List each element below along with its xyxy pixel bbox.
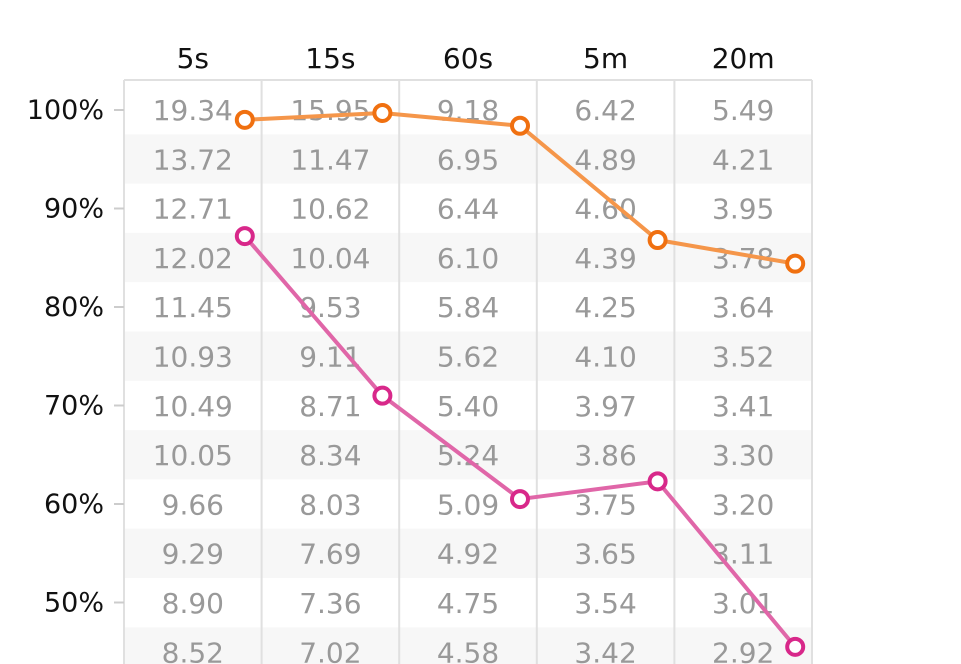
table-cell: 3.20	[712, 488, 774, 521]
y-axis-labels: 100% 90% 80% 70% 60% 50%	[27, 95, 104, 619]
table-cell: 2.92	[712, 636, 774, 664]
table-cell: 4.89	[574, 143, 636, 176]
y-tick-label: 60%	[44, 489, 104, 520]
y-tick-label: 70%	[44, 391, 104, 422]
table-cell: 10.05	[153, 439, 233, 472]
table-cell: 10.93	[153, 341, 233, 374]
series-point	[785, 636, 806, 657]
table-cell: 11.45	[153, 291, 233, 324]
row-stripe	[124, 331, 812, 381]
table-cell: 4.21	[712, 143, 774, 176]
table-cell: 10.62	[290, 193, 370, 226]
table-cell: 5.09	[437, 488, 499, 521]
table-cell: 5.84	[437, 291, 499, 324]
series-layer	[234, 102, 806, 657]
table-cell: 4.92	[437, 538, 499, 571]
table-cell: 3.97	[574, 390, 636, 423]
row-stripe	[124, 528, 812, 578]
table-cell: 3.01	[712, 587, 774, 620]
grid-lines	[114, 79, 813, 664]
series-point	[234, 109, 255, 130]
table-cell: 8.03	[299, 488, 361, 521]
column-header: 5m	[583, 42, 628, 75]
column-header: 60s	[443, 42, 493, 75]
table-cell: 9.53	[299, 291, 361, 324]
table-cell: 13.72	[153, 143, 233, 176]
table-cell: 9.66	[162, 488, 224, 521]
series-point	[234, 226, 255, 247]
series-point	[372, 102, 393, 123]
table-cell: 3.75	[574, 488, 636, 521]
table-cell: 9.11	[299, 341, 361, 374]
table-cell: 7.69	[299, 538, 361, 571]
table-cell: 12.71	[153, 193, 233, 226]
row-stripe	[124, 627, 812, 664]
table-cell: 7.02	[299, 636, 361, 664]
table-cell: 5.40	[437, 390, 499, 423]
table-cell: 6.44	[437, 193, 499, 226]
column-headers: 5s 15s 60s 5m 20m	[177, 42, 775, 75]
table-cell: 11.47	[290, 143, 370, 176]
table-cell: 6.10	[437, 242, 499, 275]
series-point	[785, 253, 806, 274]
table-cell: 8.90	[162, 587, 224, 620]
column-header: 20m	[712, 42, 775, 75]
table-cell: 15.95	[290, 94, 370, 127]
table-cell: 10.49	[153, 390, 233, 423]
column-header: 15s	[305, 42, 355, 75]
table-cell: 12.02	[153, 242, 233, 275]
table-cell: 6.95	[437, 143, 499, 176]
series-point	[510, 115, 530, 136]
table-cell: 7.36	[299, 587, 361, 620]
row-stripe	[124, 134, 812, 184]
table-cell: 3.65	[574, 538, 636, 571]
table-cell: 4.39	[574, 242, 636, 275]
table-cell: 3.54	[574, 587, 636, 620]
table-cell: 3.30	[712, 439, 774, 472]
series-point	[647, 230, 668, 251]
series-point	[372, 385, 393, 406]
table-cell: 9.29	[162, 538, 224, 571]
table-cell: 3.64	[712, 291, 774, 324]
row-stripe	[124, 430, 812, 480]
column-header: 5s	[177, 42, 209, 75]
table-cell: 10.04	[290, 242, 370, 275]
table-cell: 19.34	[153, 94, 233, 127]
table-cell: 8.52	[162, 636, 224, 664]
table-cell: 5.49	[712, 94, 774, 127]
table-cell: 6.42	[574, 94, 636, 127]
table-cell: 3.86	[574, 439, 636, 472]
table-cell: 5.62	[437, 341, 499, 374]
table-cell: 4.58	[437, 636, 499, 664]
table-cell: 3.41	[712, 390, 774, 423]
y-tick-label: 50%	[44, 588, 104, 619]
table-cell: 4.75	[437, 587, 499, 620]
y-tick-label: 90%	[44, 194, 104, 225]
table-cell: 3.95	[712, 193, 774, 226]
table-cell: 3.42	[574, 636, 636, 664]
table-cell: 8.71	[299, 390, 361, 423]
row-stripes	[124, 134, 812, 664]
series-point	[510, 489, 530, 510]
y-tick-label: 80%	[44, 292, 104, 323]
table-cell: 4.25	[574, 291, 636, 324]
y-tick-label: 100%	[27, 95, 104, 126]
table-cell: 4.10	[574, 341, 636, 374]
table-cell: 8.34	[299, 439, 361, 472]
series-point	[647, 471, 668, 492]
table-cell: 3.52	[712, 341, 774, 374]
table-cell: 3.11	[712, 538, 774, 571]
